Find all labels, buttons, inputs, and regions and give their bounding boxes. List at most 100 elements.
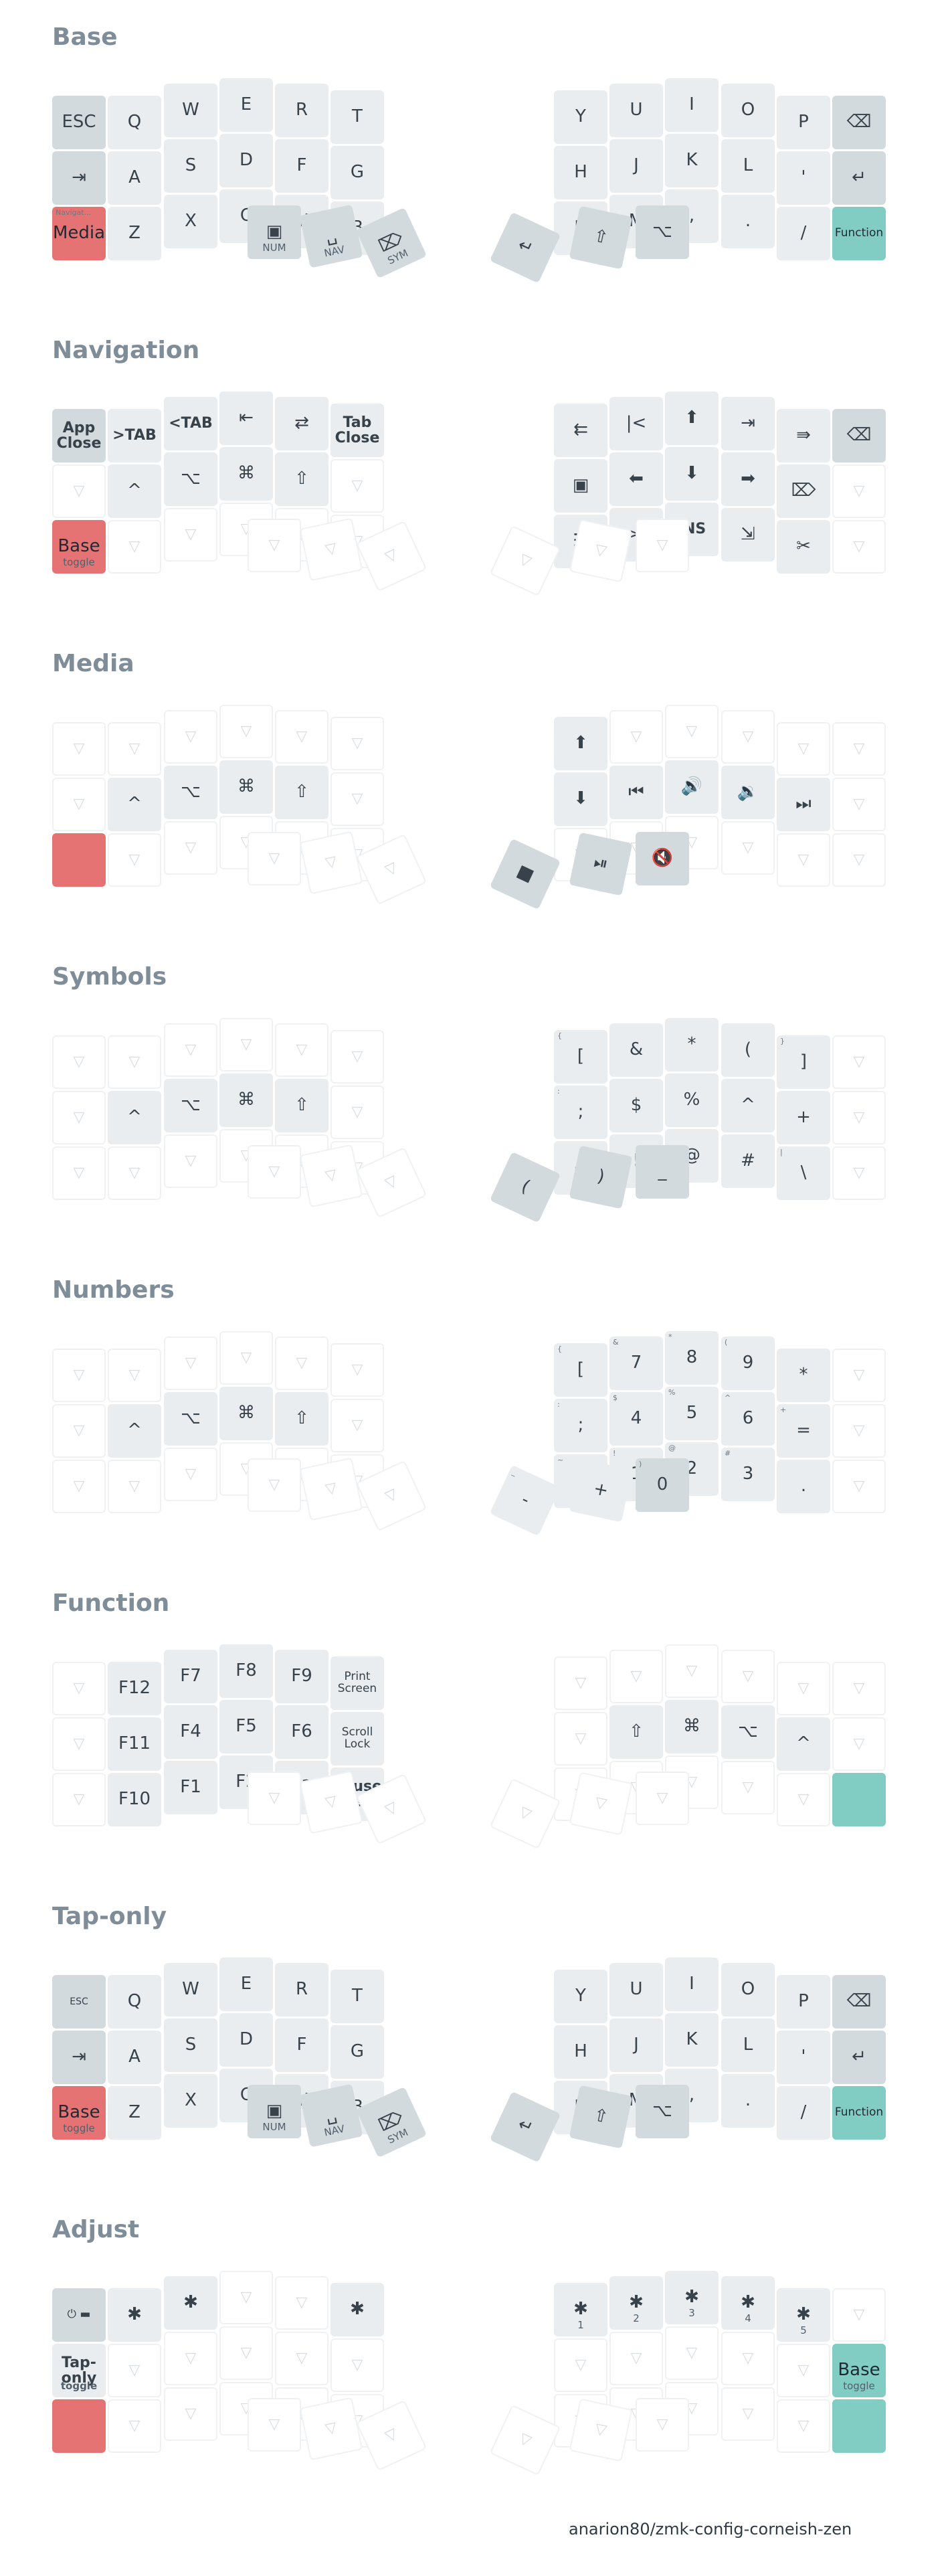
- key-label: S: [185, 155, 197, 176]
- key: ▽: [164, 1337, 217, 1390]
- key: ▽: [330, 459, 384, 513]
- key-label: +: [796, 1107, 811, 1128]
- key: ▽: [721, 821, 775, 875]
- key-label: I: [689, 1974, 694, 1994]
- key: Base toggle: [52, 2086, 106, 2140]
- key-label: ▽: [797, 1791, 810, 1808]
- key: App Close: [52, 409, 106, 462]
- key: Z: [108, 207, 161, 260]
- key-label: ^: [127, 1107, 142, 1128]
- key: A: [108, 2031, 161, 2084]
- key: [832, 2399, 886, 2453]
- key-label: ▽: [575, 1675, 587, 1692]
- key: E: [219, 78, 273, 132]
- key-label: .: [745, 2090, 751, 2111]
- key-label: ▽: [593, 541, 608, 560]
- key: ^: [108, 1404, 161, 1458]
- key-label: ▽: [240, 2289, 252, 2306]
- key-label: ▽: [73, 1680, 85, 1697]
- key-label: I: [689, 94, 694, 115]
- key: D: [219, 2013, 273, 2067]
- key-label: 5: [686, 1403, 698, 1424]
- key: F12: [108, 1662, 161, 1715]
- key-label: .: [745, 211, 751, 232]
- key-sublabel: NAV: [322, 2122, 346, 2139]
- key-label: ␣: [323, 224, 339, 247]
- key: $: [609, 1079, 663, 1132]
- key-label: ▽: [73, 1478, 85, 1495]
- key-label: ⬇: [684, 463, 699, 484]
- key: ▽: [164, 1134, 217, 1188]
- thumb-key: ⌥: [636, 2085, 689, 2138]
- key-label: ▽: [575, 2356, 587, 2374]
- key-label: &: [629, 1039, 644, 1060]
- key-label: F4: [180, 1721, 201, 1742]
- key: ▽: [219, 2326, 273, 2380]
- key-label: Z: [128, 223, 140, 244]
- key: F: [275, 139, 328, 193]
- key: ▽: [832, 1717, 886, 1771]
- thumb-key: ▽: [299, 2397, 363, 2461]
- key: ⌘: [219, 760, 273, 814]
- key-label: ▽: [797, 2417, 810, 2435]
- key: ▽: [330, 1343, 384, 1397]
- key: 🔊: [665, 760, 719, 814]
- key-label: ': [801, 2047, 806, 2067]
- key: R: [275, 84, 328, 137]
- key-sublabel: 4: [745, 2312, 751, 2325]
- key: ⌘: [219, 447, 273, 501]
- key: ▽: [275, 710, 328, 764]
- key: ▽: [330, 717, 384, 770]
- key: ▽: [330, 1030, 384, 1084]
- key-label: ↵: [514, 235, 537, 260]
- key: ⬇: [554, 772, 607, 826]
- key-hold-hint: _: [510, 1467, 518, 1477]
- key-hold-hint: ^: [725, 1393, 731, 1402]
- key: {[: [554, 1343, 607, 1397]
- key: ▽: [609, 710, 663, 764]
- key-label: ⌫: [846, 425, 872, 446]
- key-label: ▽: [656, 1790, 668, 1807]
- key: ▽: [832, 1091, 886, 1144]
- key: ▽: [52, 464, 106, 518]
- key-sublabel: 1: [577, 2319, 584, 2332]
- key: ▽: [832, 464, 886, 518]
- key-label: ▽: [351, 1417, 363, 1434]
- key-label: ▽: [185, 2350, 197, 2367]
- key: ▽: [554, 1712, 607, 1766]
- key-label: ESC: [62, 112, 96, 133]
- key-label: A: [128, 2047, 140, 2067]
- key-label: ^: [796, 1733, 811, 1754]
- thumb-key: ▽: [248, 832, 301, 885]
- key: ▽: [164, 1023, 217, 1077]
- key: ⇥: [52, 2031, 106, 2084]
- key-label: ▽: [853, 1053, 865, 1071]
- key-label: ⌥: [181, 1095, 201, 1116]
- key-label: Tab Close: [335, 414, 380, 446]
- key: ▽: [330, 2338, 384, 2392]
- key-label: ^: [741, 1095, 755, 1116]
- key-label: ➡: [741, 468, 755, 489]
- key-label: O: [741, 1979, 755, 2000]
- key-label: Y: [575, 106, 586, 127]
- key-label: ▽: [324, 2419, 339, 2438]
- key-label: |<: [626, 413, 647, 434]
- key: ▽: [52, 1035, 106, 1089]
- key-label: ⇛: [796, 425, 811, 446]
- key: &: [609, 1023, 663, 1077]
- key: ▽: [665, 1644, 719, 1698]
- thumb-key: ␣ NAV: [299, 2083, 363, 2148]
- key-label: ↵: [514, 2114, 537, 2139]
- key: ✱ 5: [777, 2288, 830, 2342]
- thumb-key: ⇧: [569, 205, 633, 270]
- key-label: T: [352, 106, 363, 127]
- key: ⏮: [609, 766, 663, 819]
- key: & 7: [609, 1337, 663, 1390]
- key: P: [777, 96, 830, 149]
- key-sublabel: toggle: [63, 2122, 95, 2135]
- key: P: [777, 1975, 830, 2029]
- key-label: =: [796, 1420, 811, 1441]
- key-label: ⇄: [294, 413, 309, 434]
- thumb-key: ▽: [636, 2398, 689, 2452]
- key-label: Media: [52, 223, 106, 244]
